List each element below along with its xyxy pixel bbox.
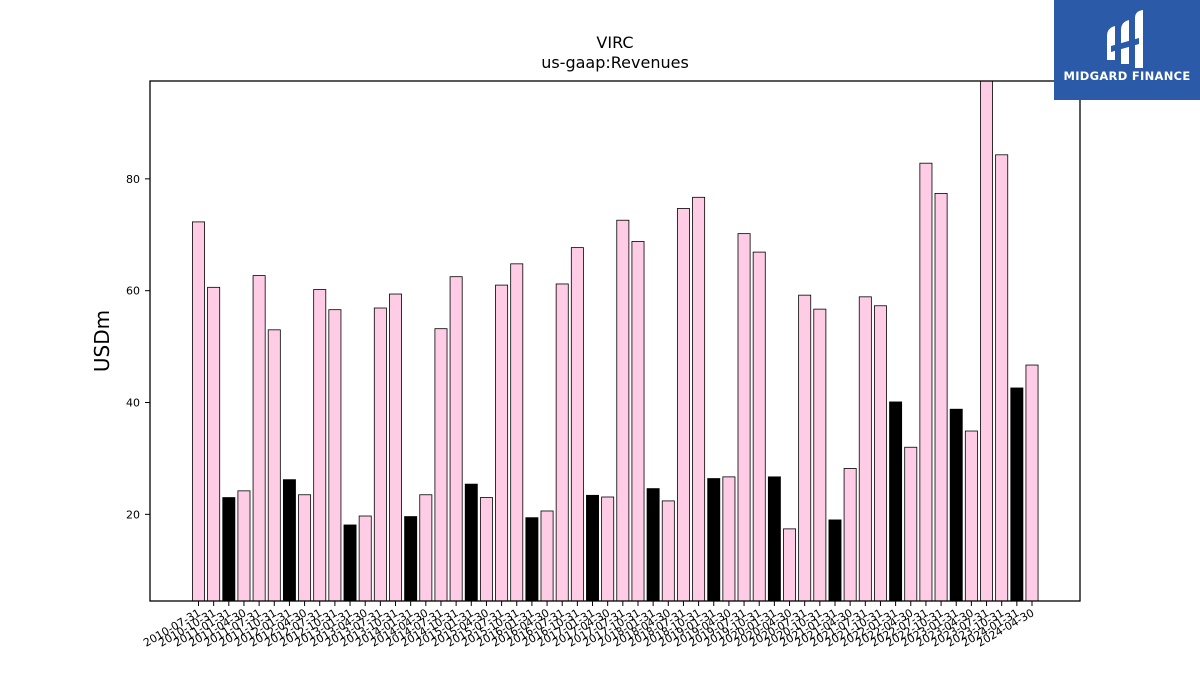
- bar-2024-04-30: [1025, 364, 1039, 602]
- bar-2012-10-31: [328, 309, 342, 602]
- bar-2015-07-31: [495, 284, 509, 602]
- bar-2012-07-31: [313, 289, 327, 602]
- bar-2011-07-31: [252, 275, 266, 602]
- bar-2016-04-30: [540, 510, 554, 602]
- y-axis: 20 40 60 80: [126, 173, 150, 521]
- bar-2020-01-31: [767, 476, 781, 602]
- bar-2017-10-31: [631, 241, 645, 602]
- bar-2014-04-30: [419, 494, 433, 602]
- y-tick-label: 40: [126, 397, 140, 410]
- bar-2018-10-31: [692, 196, 706, 602]
- bar-2017-04-30: [601, 496, 615, 602]
- bars-group: [192, 80, 1039, 602]
- midgard-logo-icon: [1107, 10, 1143, 68]
- bar-2016-01-31: [525, 517, 539, 602]
- bar-2016-10-31: [570, 247, 584, 602]
- bar-2024-01-31: [1010, 387, 1024, 602]
- y-axis-label: USDm: [90, 310, 114, 372]
- bar-2011-01-31: [222, 497, 236, 602]
- brand-logo-text: MIDGARD FINANCE: [1063, 69, 1191, 83]
- bar-2022-01-31: [889, 401, 903, 602]
- bar-2010-07-31: [192, 221, 205, 602]
- bar-2010-10-31: [207, 286, 221, 602]
- bar-2020-10-31: [813, 308, 827, 602]
- plot-frame: [149, 80, 1081, 602]
- bar-2020-04-30: [783, 528, 796, 602]
- bar-2011-04-30: [237, 490, 251, 602]
- bar-2013-10-31: [389, 293, 402, 602]
- bar-2015-01-31: [464, 483, 478, 602]
- bar-2014-10-31: [449, 276, 463, 602]
- bar-2021-01-31: [828, 519, 842, 602]
- bar-2022-10-31: [934, 192, 948, 602]
- bar-2012-01-31: [282, 479, 296, 602]
- y-tick-label: 60: [126, 285, 140, 298]
- bar-2016-07-31: [555, 283, 569, 602]
- bar-2018-04-30: [661, 500, 675, 602]
- bar-2019-04-30: [722, 476, 736, 602]
- bar-2019-01-31: [707, 478, 721, 602]
- bar-2017-07-31: [616, 219, 630, 602]
- bar-2023-04-30: [964, 430, 978, 602]
- bar-2018-01-31: [646, 488, 660, 602]
- bar-2014-01-31: [404, 516, 418, 602]
- bar-2023-10-31: [995, 154, 1009, 602]
- bar-2023-07-31: [980, 80, 993, 602]
- bar-2012-04-30: [298, 494, 312, 602]
- bar-2020-07-31: [798, 294, 812, 602]
- bar-2018-07-31: [676, 208, 690, 602]
- bar-2017-01-31: [586, 494, 599, 602]
- bar-2013-07-31: [373, 307, 387, 602]
- brand-logo: MIDGARD FINANCE: [1054, 0, 1200, 100]
- chart-title: VIRC: [596, 33, 633, 52]
- bar-2013-01-31: [343, 524, 357, 602]
- y-tick-label: 80: [126, 173, 140, 186]
- bar-2022-04-30: [904, 446, 918, 602]
- bar-2022-07-31: [919, 162, 933, 602]
- x-axis: 2010-07-312010-10-312011-01-312011-04-30…: [141, 601, 1037, 650]
- bar-2021-07-31: [858, 296, 872, 602]
- bar-2013-04-30: [358, 515, 372, 602]
- bar-2019-07-31: [737, 233, 751, 602]
- bar-2014-07-31: [434, 328, 448, 602]
- bar-2011-10-31: [267, 329, 281, 602]
- bar-2015-10-31: [510, 263, 524, 602]
- bar-2021-10-31: [873, 305, 887, 602]
- bar-2023-01-31: [949, 408, 963, 602]
- bar-2015-04-30: [479, 497, 493, 602]
- y-tick-label: 20: [126, 508, 140, 521]
- chart-subtitle: us-gaap:Revenues: [541, 53, 689, 72]
- bar-2019-10-31: [752, 251, 766, 602]
- bar-2021-04-30: [843, 468, 857, 602]
